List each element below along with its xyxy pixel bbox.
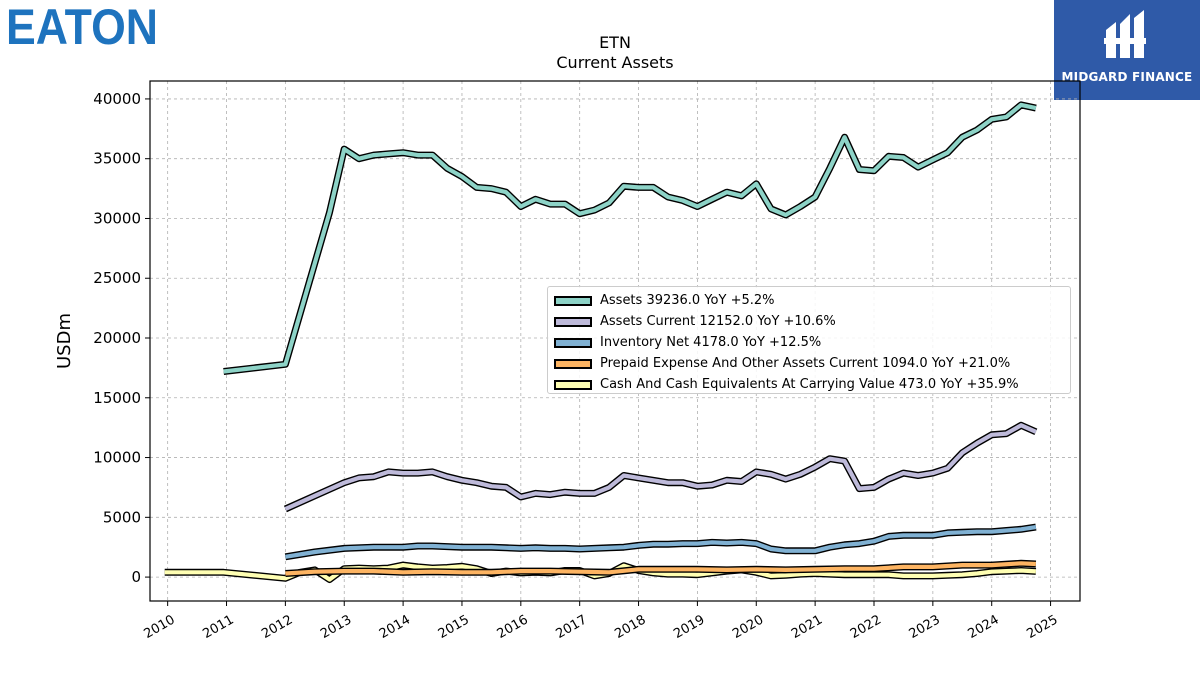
midgard-mark-icon	[1104, 10, 1146, 58]
x-tick-label: 2022	[848, 612, 884, 642]
x-tick-label: 2024	[966, 612, 1002, 642]
legend-swatch-cash	[554, 379, 592, 390]
legend-item-inventory-net: Inventory Net 4178.0 YoY +12.5%	[554, 332, 1064, 353]
y-tick-label: 25000	[93, 269, 141, 287]
x-tick-label: 2025	[1024, 612, 1060, 642]
x-tick-label: 2012	[259, 612, 295, 642]
legend-item-assets: Assets 39236.0 YoY +5.2%	[554, 290, 1064, 311]
x-tick-label: 2013	[318, 612, 354, 642]
legend-swatch-assets	[554, 295, 592, 306]
legend-label-assets-current: Assets Current 12152.0 YoY +10.6%	[600, 314, 836, 329]
series-line	[285, 561, 1036, 576]
midgard-finance-text: MIDGARD FINANCE	[1061, 70, 1193, 84]
x-tick-label: 2019	[671, 612, 707, 642]
x-tick-label: 2015	[436, 612, 472, 642]
legend-label-assets: Assets 39236.0 YoY +5.2%	[600, 293, 775, 308]
legend-swatch-prepaid-expense	[554, 358, 592, 369]
legend-label-cash: Cash And Cash Equivalents At Carrying Va…	[600, 377, 1019, 392]
plot-frame	[149, 80, 1081, 602]
x-tick-label: 2010	[141, 612, 177, 642]
x-tick-label: 2023	[907, 612, 943, 642]
series-outline	[284, 523, 1037, 561]
legend-label-inventory-net: Inventory Net 4178.0 YoY +12.5%	[600, 335, 822, 350]
series-line	[285, 525, 1037, 559]
y-tick-label: 20000	[93, 329, 141, 347]
legend-item-cash: Cash And Cash Equivalents At Carrying Va…	[554, 374, 1064, 395]
y-tick-label: 5000	[103, 508, 141, 526]
legend-item-prepaid-expense: Prepaid Expense And Other Assets Current…	[554, 353, 1064, 374]
chart-subtitle: Current Assets	[556, 53, 674, 72]
legend-swatch-assets-current	[554, 316, 592, 327]
y-tick-label: 30000	[93, 209, 141, 227]
x-tick-label: 2021	[789, 612, 825, 642]
y-tick-label: 0	[131, 568, 141, 586]
legend-swatch-inventory-net	[554, 337, 592, 348]
x-tick-label: 2016	[495, 612, 531, 642]
y-axis-label: USDm	[54, 313, 75, 369]
chart-legend: Assets 39236.0 YoY +5.2% Assets Current …	[547, 286, 1071, 394]
x-tick-label: 2011	[200, 612, 236, 642]
y-tick-label: 35000	[93, 150, 141, 168]
y-tick-label: 40000	[93, 90, 141, 108]
y-tick-label: 15000	[93, 389, 141, 407]
chart-title: ETN	[599, 33, 631, 52]
series-line	[223, 102, 1037, 374]
legend-label-prepaid-expense: Prepaid Expense And Other Assets Current…	[600, 356, 1011, 371]
x-tick-label: 2014	[377, 612, 413, 642]
midgard-finance-logo: MIDGARD FINANCE	[1054, 0, 1200, 100]
series-line	[284, 423, 1037, 511]
eaton-logo-text: EATON	[6, 4, 158, 48]
x-tick-label: 2017	[554, 612, 590, 642]
eaton-logo: EATON	[5, 0, 160, 55]
legend-item-assets-current: Assets Current 12152.0 YoY +10.6%	[554, 311, 1064, 332]
y-tick-label: 10000	[93, 449, 141, 467]
x-tick-label: 2020	[730, 612, 766, 642]
x-tick-label: 2018	[612, 612, 648, 642]
series-outline	[283, 421, 1038, 513]
